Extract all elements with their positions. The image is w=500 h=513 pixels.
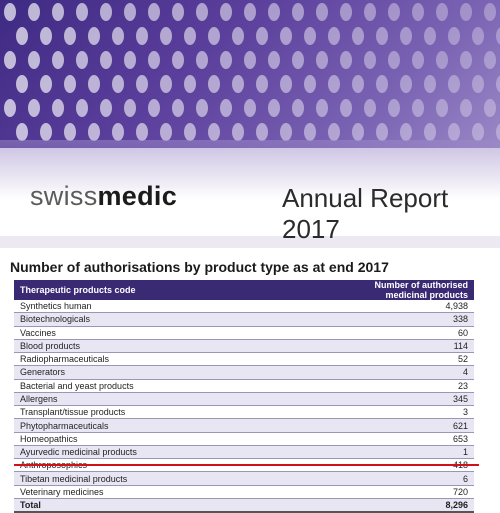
table-row: Allergens 345 [14, 392, 474, 407]
product-count-cell: 114 [342, 339, 474, 354]
product-type-cell: Phytopharmaceuticals [14, 418, 342, 433]
product-type-cell: Transplant/tissue products [14, 405, 342, 420]
product-count-cell: 52 [342, 352, 474, 367]
product-count-cell: 4 [342, 365, 474, 380]
product-count-cell: 3 [342, 405, 474, 420]
product-type-cell: Tibetan medicinal products [14, 471, 342, 486]
product-count-cell: 6 [342, 471, 474, 486]
table-row: Veterinary medicines 720 [14, 485, 474, 499]
total-value: 8,296 [342, 498, 474, 513]
swissmedic-logo: swissmedic [30, 181, 177, 212]
logo-medic: medic [97, 181, 178, 211]
table-row: Blood products 114 [14, 339, 474, 354]
product-type-cell: Synthetics human [14, 300, 342, 314]
product-count-cell: 1 [342, 445, 474, 460]
product-count-cell: 338 [342, 312, 474, 327]
total-label: Total [14, 498, 342, 513]
highlight-underline [14, 464, 479, 466]
table-row: Vaccines 60 [14, 326, 474, 340]
product-type-cell: Biotechnologicals [14, 312, 342, 327]
product-type-cell: Generators [14, 365, 342, 380]
table-row: Transplant/tissue products 3 [14, 405, 474, 420]
product-count-cell: 23 [342, 379, 474, 393]
column-header-count: Number of authorised medicinal products [342, 280, 474, 300]
product-count-cell: 60 [342, 326, 474, 340]
banner-dot-pattern [0, 0, 500, 148]
report-title: Annual Report 2017 [282, 183, 449, 244]
table-row: Synthetics human 4,938 [14, 300, 474, 314]
table-row: Phytopharmaceuticals 621 [14, 418, 474, 433]
table-row: Tibetan medicinal products 6 [14, 471, 474, 486]
table-title: Number of authorisations by product type… [10, 259, 389, 275]
product-count-cell: 4,938 [342, 300, 474, 314]
table-row: Generators 4 [14, 365, 474, 380]
column-header-code: Therapeutic products code [14, 280, 342, 300]
report-cover-banner: swissmedic Annual Report 2017 [0, 0, 500, 248]
table-row: Homeopathics 653 [14, 432, 474, 446]
product-type-cell: Veterinary medicines [14, 485, 342, 499]
product-type-cell: Bacterial and yeast products [14, 379, 342, 393]
total-row: Total 8,296 [14, 498, 474, 513]
table-row: Ayurvedic medicinal products 1 [14, 445, 474, 460]
table-row: Radiopharmaceuticals 52 [14, 352, 474, 367]
product-count-cell: 621 [342, 418, 474, 433]
logo-swiss: swiss [30, 181, 98, 211]
product-type-cell: Ayurvedic medicinal products [14, 445, 342, 460]
product-type-cell: Radiopharmaceuticals [14, 352, 342, 367]
product-count-cell: 345 [342, 392, 474, 407]
product-type-cell: Blood products [14, 339, 342, 354]
product-type-cell: Vaccines [14, 326, 342, 340]
product-type-cell: Homeopathics [14, 432, 342, 446]
table-row: Bacterial and yeast products 23 [14, 379, 474, 393]
table-header-row: Therapeutic products code Number of auth… [14, 280, 474, 300]
dot-pattern-graphic [4, 3, 500, 141]
authorisations-table: Therapeutic products code Number of auth… [14, 280, 474, 513]
table-row: Biotechnologicals 338 [14, 312, 474, 327]
product-count-cell: 653 [342, 432, 474, 446]
product-type-cell: Allergens [14, 392, 342, 407]
product-count-cell: 720 [342, 485, 474, 499]
